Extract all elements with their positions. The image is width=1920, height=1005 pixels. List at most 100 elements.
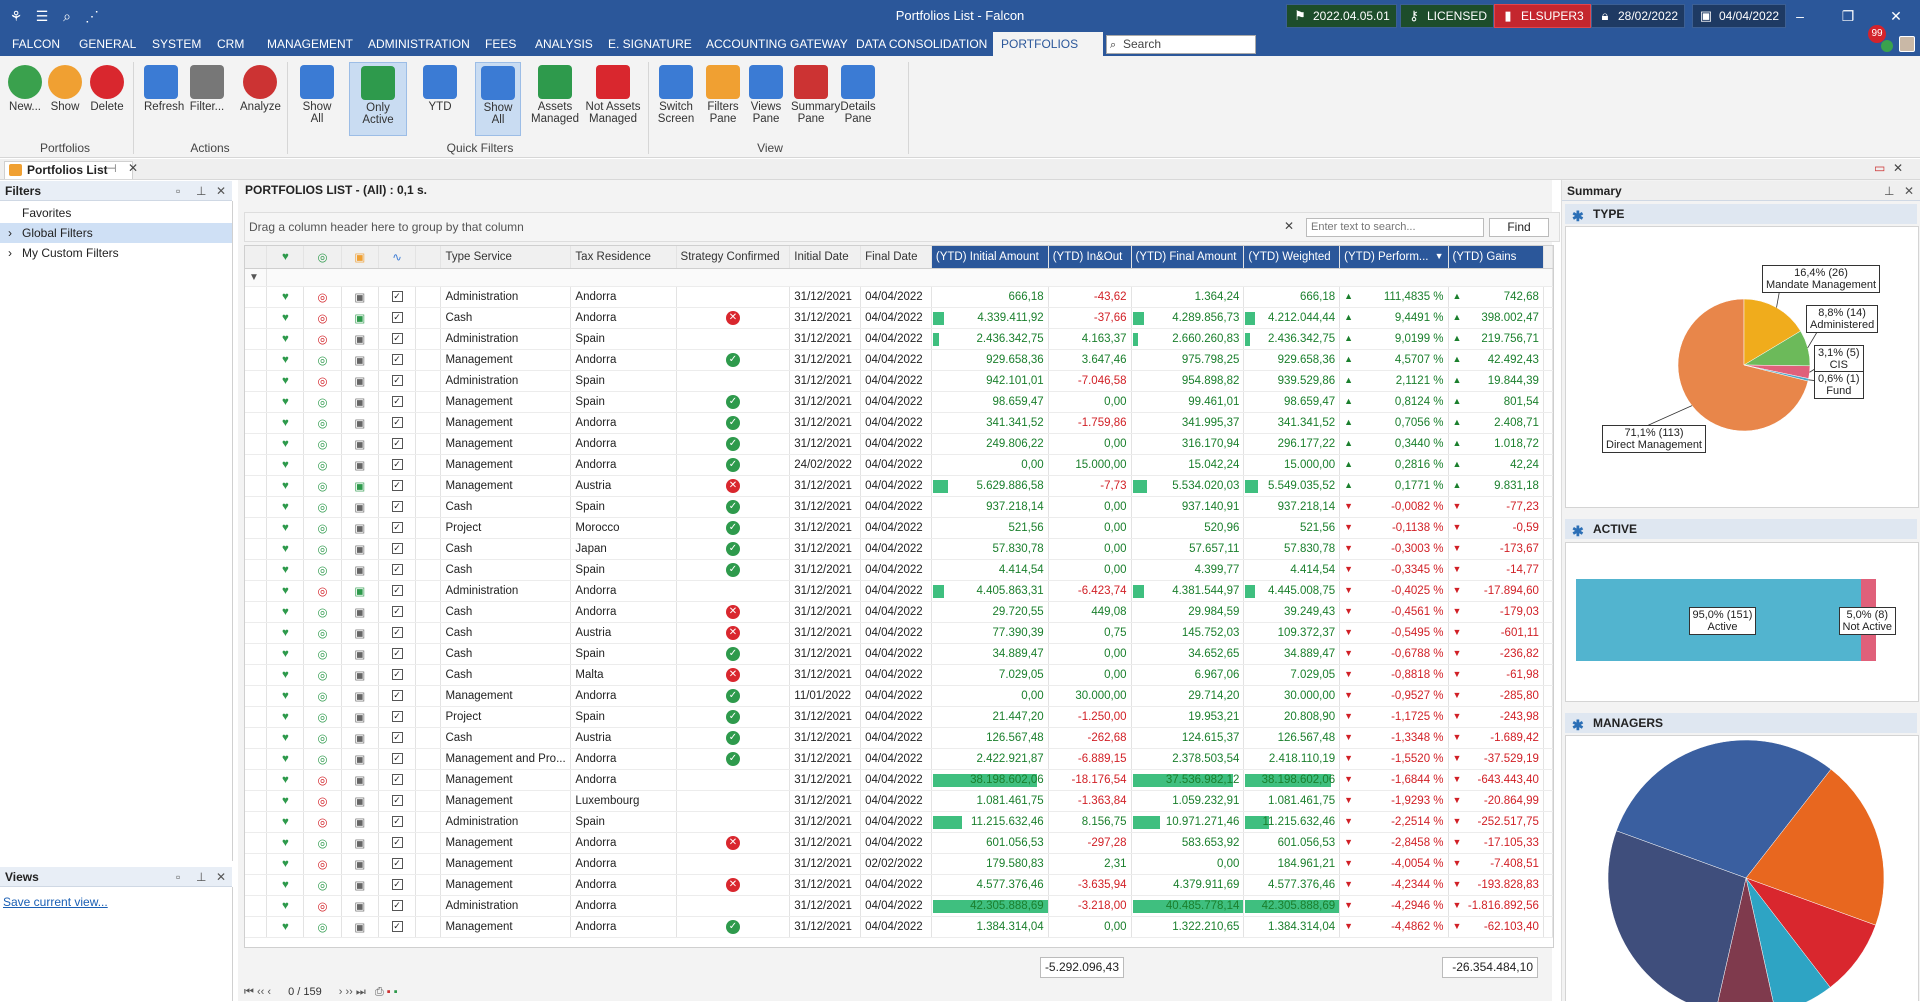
type-service-cell[interactable]: Management bbox=[440, 412, 572, 434]
tab-portfolios-list[interactable]: Portfolios List bbox=[4, 161, 133, 179]
heart-icon[interactable]: ♥ bbox=[281, 563, 289, 576]
ytd-gains-cell[interactable]: ▼ -285,80 bbox=[1448, 685, 1544, 707]
ytd-inout-cell[interactable]: 0,00 bbox=[1048, 643, 1132, 665]
check-cell[interactable]: ✓ bbox=[378, 685, 417, 707]
strategy-confirmed-cell[interactable]: ✕ bbox=[676, 832, 791, 854]
target-cell[interactable]: ◎ bbox=[303, 433, 342, 455]
final-date-cell[interactable]: 04/04/2022 bbox=[860, 349, 932, 371]
briefcase-cell[interactable]: ▣ bbox=[341, 559, 379, 581]
row-indicator[interactable] bbox=[245, 643, 268, 665]
initial-date-cell[interactable]: 31/12/2021 bbox=[789, 622, 862, 644]
check-cell[interactable]: ✓ bbox=[378, 391, 417, 413]
ytd-performance-cell[interactable]: ▼ -0,0082 % bbox=[1339, 496, 1449, 518]
pie-slice[interactable] bbox=[1743, 298, 1801, 366]
pin-pane-icon[interactable]: ⊥ bbox=[196, 184, 207, 198]
target-icon[interactable]: ◎ bbox=[317, 606, 328, 619]
heart-icon[interactable]: ♥ bbox=[281, 689, 289, 702]
favorite-cell[interactable]: ♥ bbox=[266, 454, 305, 476]
favorite-cell[interactable]: ♥ bbox=[266, 832, 305, 854]
initial-date-cell[interactable]: 31/12/2021 bbox=[789, 874, 862, 896]
ytd-weighted-cell[interactable]: 20.808,90 bbox=[1243, 706, 1341, 728]
strategy-confirmed-cell[interactable]: ✓ bbox=[676, 727, 791, 749]
ytd-final-amount-cell[interactable]: 5.534.020,03 bbox=[1131, 475, 1245, 497]
header-ytd-final-amount[interactable]: (YTD) Final Amount bbox=[1131, 246, 1245, 269]
float-icon[interactable]: ▫ bbox=[176, 184, 181, 198]
scroll-cell[interactable] bbox=[1543, 622, 1553, 644]
ytd-weighted-cell[interactable]: 11.215.632,46 bbox=[1243, 811, 1341, 833]
target-cell[interactable]: ◎ bbox=[303, 769, 342, 791]
ytd-initial-amount-cell[interactable]: 34.889,47 bbox=[931, 643, 1049, 665]
ytd-inout-cell[interactable]: -1.363,84 bbox=[1048, 790, 1132, 812]
check-cell[interactable]: ✓ bbox=[378, 643, 417, 665]
table-row[interactable]: ♥ ◎ ▣ ✓ Cash Spain ✓ 31/12/2021 04/04/2022 4.414,… bbox=[245, 559, 1553, 581]
spacer-cell[interactable] bbox=[415, 391, 442, 413]
ytd-final-amount-cell[interactable]: 316.170,94 bbox=[1131, 433, 1245, 455]
type-service-cell[interactable]: Management and Pro... bbox=[440, 748, 572, 770]
heart-icon[interactable]: ♥ bbox=[281, 416, 289, 429]
target-icon[interactable]: ◎ bbox=[317, 753, 328, 766]
ytd-performance-cell[interactable]: ▼ -2,2514 % bbox=[1339, 811, 1449, 833]
strategy-confirmed-cell[interactable]: ✓ bbox=[676, 559, 791, 581]
heart-icon[interactable]: ♥ bbox=[281, 899, 289, 912]
ytd-weighted-cell[interactable]: 666,18 bbox=[1243, 286, 1341, 308]
ytd-final-amount-cell[interactable]: 520,96 bbox=[1131, 517, 1245, 539]
favorite-cell[interactable]: ♥ bbox=[266, 538, 305, 560]
favorite-cell[interactable]: ♥ bbox=[266, 790, 305, 812]
header-check[interactable] bbox=[415, 246, 442, 269]
scroll-cell[interactable] bbox=[1543, 790, 1553, 812]
table-row[interactable]: ♥ ◎ ▣ ✓ Project Morocco ✓ 31/12/2021 04/04/2022 5… bbox=[245, 517, 1553, 539]
ytd-initial-amount-cell[interactable]: 5.629.886,58 bbox=[931, 475, 1049, 497]
final-date-cell[interactable]: 04/04/2022 bbox=[860, 685, 932, 707]
ytd-inout-cell[interactable]: 0,75 bbox=[1048, 622, 1132, 644]
scroll-cell[interactable] bbox=[1543, 454, 1553, 476]
ytd-weighted-cell[interactable]: 98.659,47 bbox=[1243, 391, 1341, 413]
check-cell[interactable]: ✓ bbox=[378, 286, 417, 308]
row-indicator[interactable] bbox=[245, 286, 268, 308]
table-row[interactable]: ♥ ◎ ▣ ✓ Cash Japan ✓ 31/12/2021 04/04/2022 57.830… bbox=[245, 538, 1553, 560]
type-service-cell[interactable]: Cash bbox=[440, 664, 572, 686]
heart-icon[interactable]: ♥ bbox=[281, 311, 289, 324]
show-all-button[interactable]: Show All bbox=[475, 62, 521, 136]
assets-managed-button[interactable]: Assets Managed bbox=[528, 62, 582, 136]
tax-residence-cell[interactable]: Andorra bbox=[570, 307, 677, 329]
ytd-inout-cell[interactable]: 15.000,00 bbox=[1048, 454, 1132, 476]
check-cell[interactable]: ✓ bbox=[378, 475, 417, 497]
ytd-gains-cell[interactable]: ▲ 19.844,39 bbox=[1448, 370, 1544, 392]
favorite-cell[interactable]: ♥ bbox=[266, 433, 305, 455]
tax-residence-cell[interactable]: Andorra bbox=[570, 895, 677, 917]
ytd-performance-cell[interactable]: ▲ 2,1121 % bbox=[1339, 370, 1449, 392]
briefcase-cell[interactable]: ▣ bbox=[341, 874, 379, 896]
type-service-cell[interactable]: Cash bbox=[440, 643, 572, 665]
initial-date-cell[interactable]: 31/12/2021 bbox=[789, 769, 862, 791]
ytd-performance-cell[interactable]: ▼ -4,2344 % bbox=[1339, 874, 1449, 896]
spacer-cell[interactable] bbox=[415, 496, 442, 518]
favorite-cell[interactable]: ♥ bbox=[266, 391, 305, 413]
check-cell[interactable]: ✓ bbox=[378, 874, 417, 896]
ytd-inout-cell[interactable]: -1.250,00 bbox=[1048, 706, 1132, 728]
briefcase-cell[interactable]: ▣ bbox=[341, 391, 379, 413]
strategy-confirmed-cell[interactable] bbox=[676, 286, 791, 308]
check-cell[interactable]: ✓ bbox=[378, 853, 417, 875]
tree-item-global-filters[interactable]: › Global Filters bbox=[0, 223, 232, 243]
heart-icon[interactable]: ♥ bbox=[281, 815, 289, 828]
ytd-final-amount-cell[interactable]: 99.461,01 bbox=[1131, 391, 1245, 413]
heart-icon[interactable]: ♥ bbox=[281, 710, 289, 723]
final-date-cell[interactable]: 04/04/2022 bbox=[860, 496, 932, 518]
briefcase-cell[interactable]: ▣ bbox=[341, 706, 379, 728]
target-cell[interactable]: ◎ bbox=[303, 559, 342, 581]
header-activity[interactable]: ∿ bbox=[378, 246, 417, 269]
table-row[interactable]: ♥ ◎ ▣ ✓ Management Luxembourg 31/12/2021 04/04/… bbox=[245, 790, 1553, 812]
table-row[interactable]: ♥ ◎ ▣ ✓ Management Andorra ✓ 31/12/2021 04/04/20… bbox=[245, 433, 1553, 455]
heart-icon[interactable]: ♥ bbox=[281, 542, 289, 555]
ytd-gains-cell[interactable]: ▼ -77,23 bbox=[1448, 496, 1544, 518]
final-date-cell[interactable]: 04/04/2022 bbox=[860, 328, 932, 350]
tree-item-custom-filters[interactable]: › My Custom Filters bbox=[0, 243, 119, 263]
ytd-inout-cell[interactable]: -3.635,94 bbox=[1048, 874, 1132, 896]
pager-first-icon[interactable]: ⏮ ‹‹ ‹ bbox=[244, 986, 272, 998]
strategy-confirmed-cell[interactable]: ✕ bbox=[676, 622, 791, 644]
scroll-cell[interactable] bbox=[1543, 496, 1553, 518]
table-row[interactable]: ♥ ◎ ▣ ✓ Management Andorra 31/12/2021 04/04/202… bbox=[245, 769, 1553, 791]
briefcase-cell[interactable]: ▣ bbox=[341, 328, 379, 350]
target-icon[interactable]: ◎ bbox=[317, 879, 328, 892]
heart-icon[interactable]: ♥ bbox=[281, 773, 289, 786]
